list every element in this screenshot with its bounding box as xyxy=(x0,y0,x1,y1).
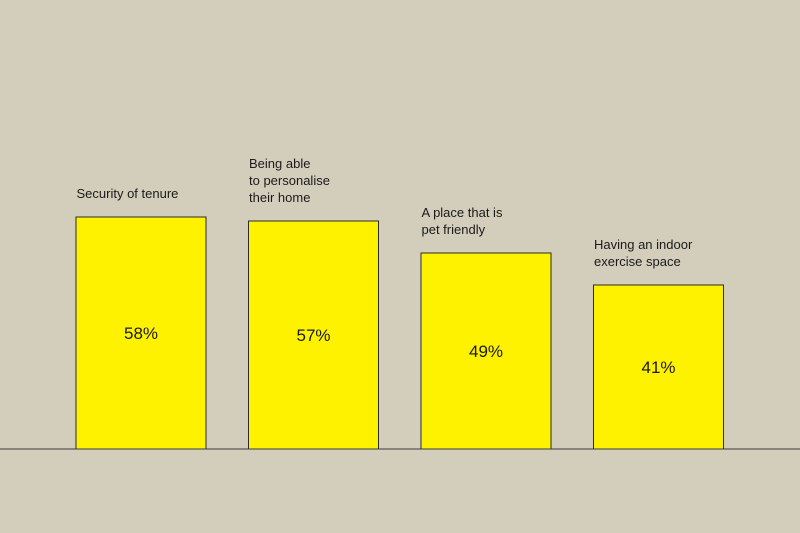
bar xyxy=(248,220,379,450)
bar-value-label: 58% xyxy=(124,324,158,343)
category-label: exercise space xyxy=(594,254,681,269)
category-label: to personalise xyxy=(249,173,330,188)
bar-value-label: 41% xyxy=(641,358,675,377)
bar-value-label: 49% xyxy=(469,342,503,361)
category-label: their home xyxy=(249,190,310,205)
category-label: Having an indoor xyxy=(594,237,693,252)
bar xyxy=(75,216,207,450)
category-label: pet friendly xyxy=(422,222,486,237)
category-label: A place that is xyxy=(422,205,503,220)
bar xyxy=(593,284,724,450)
category-label: Being able xyxy=(249,156,310,171)
category-label: Security of tenure xyxy=(77,186,179,201)
bar xyxy=(420,252,552,450)
bar-value-label: 57% xyxy=(296,326,330,345)
